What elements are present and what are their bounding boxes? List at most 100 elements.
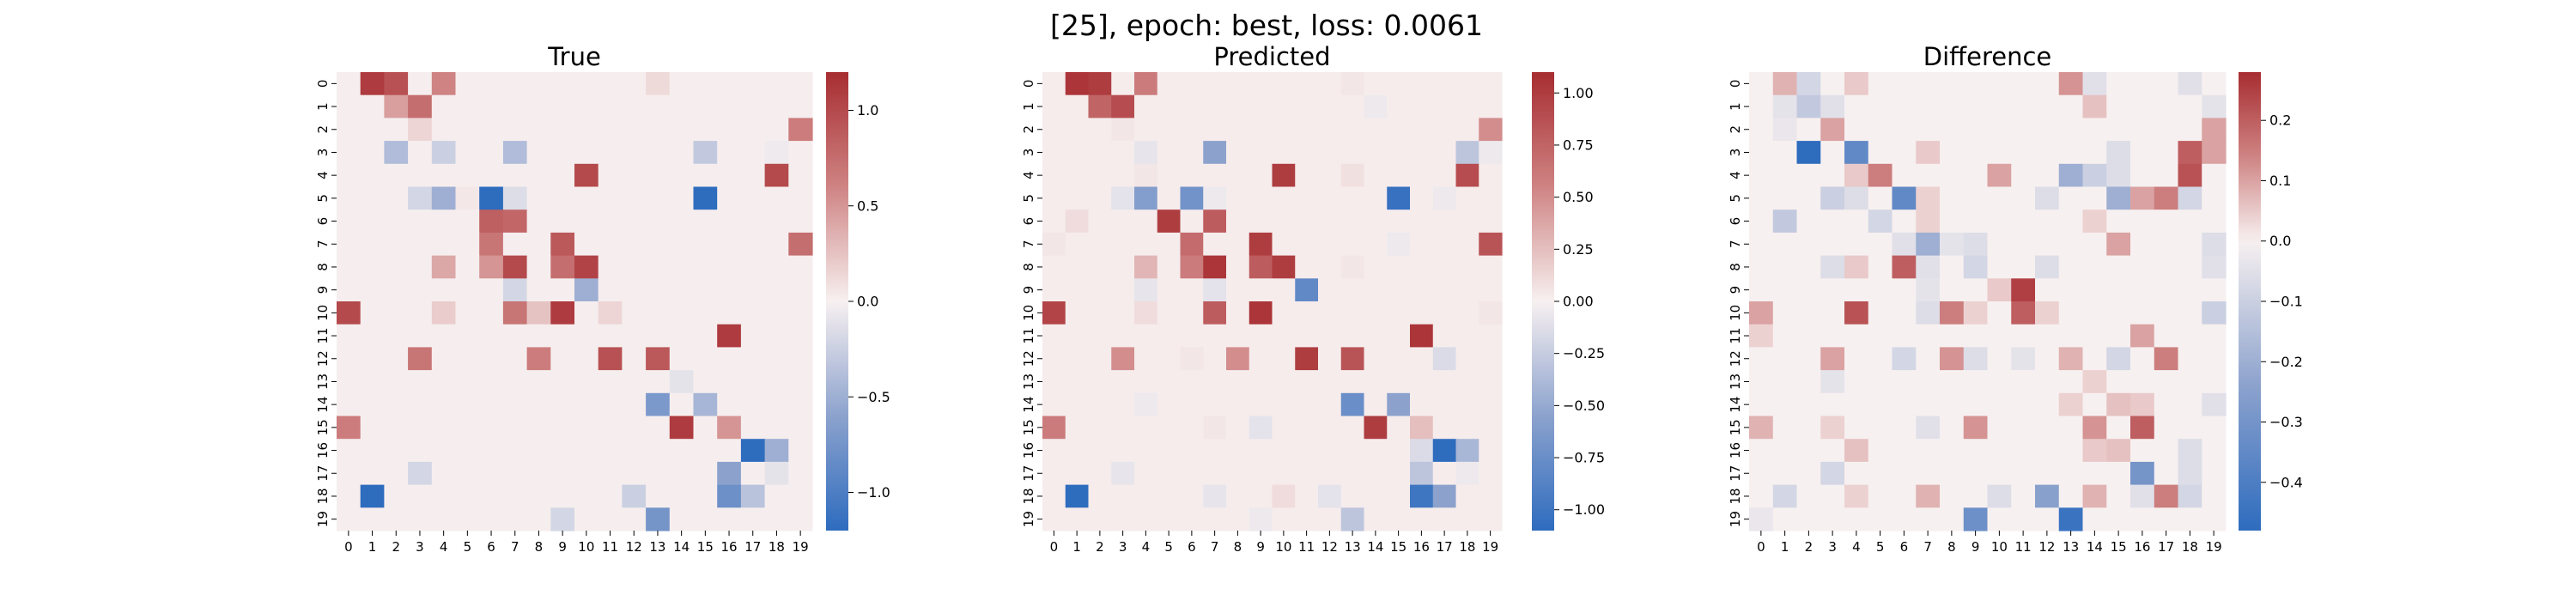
heatmap-cell — [408, 186, 433, 210]
heatmap-cell — [2202, 94, 2227, 118]
y-tick-label: 11 — [1728, 328, 1743, 344]
heatmap-cell — [669, 484, 695, 508]
heatmap-cell — [1157, 163, 1182, 188]
heatmap-cell — [646, 94, 671, 118]
heatmap-cell — [1387, 72, 1411, 96]
y-tick-label: 8 — [1728, 263, 1743, 271]
y-tick-label: 12 — [1728, 350, 1743, 367]
heatmap-cell — [1340, 118, 1365, 142]
heatmap-cell — [788, 72, 813, 96]
heatmap-cell — [1295, 301, 1319, 325]
heatmap-cell — [2082, 301, 2107, 325]
heatmap-cell — [1318, 370, 1342, 394]
heatmap-cell — [526, 141, 551, 165]
heatmap-cell — [1455, 484, 1479, 508]
heatmap-cell — [788, 507, 813, 531]
heatmap-cell — [479, 163, 504, 188]
heatmap-cell — [1134, 301, 1158, 325]
heatmap-cell — [1796, 255, 1821, 279]
heatmap-cell — [693, 347, 718, 371]
x-tick-label: 12 — [1321, 539, 1338, 555]
heatmap-cell — [360, 439, 385, 463]
heatmap-cell — [2106, 186, 2131, 210]
heatmap-cell — [1749, 301, 1774, 325]
heatmap-cell — [1042, 118, 1066, 142]
heatmap-cell — [337, 484, 361, 508]
y-tick-label: 0 — [1021, 80, 1036, 88]
heatmap-cell — [1042, 347, 1066, 371]
y-tick-label: 10 — [315, 305, 331, 321]
heatmap-cell — [360, 141, 385, 165]
heatmap-cell — [526, 392, 551, 417]
heatmap-cell — [1916, 416, 1941, 440]
heatmap-cell — [2035, 301, 2060, 325]
heatmap-cell — [646, 278, 671, 302]
heatmap-cell — [2058, 255, 2084, 279]
heatmap-cell — [1772, 255, 1798, 279]
heatmap-cell — [1134, 484, 1158, 508]
heatmap-cell — [502, 370, 528, 394]
heatmap-cell — [1916, 209, 1941, 234]
heatmap-cell — [1410, 301, 1434, 325]
heatmap-cell — [1203, 94, 1227, 118]
heatmap-cell — [1987, 278, 2012, 302]
heatmap-cell — [693, 232, 718, 257]
heatmap-cell — [1295, 439, 1319, 463]
heatmap-cell — [622, 232, 647, 257]
x-tick-label: 4 — [440, 539, 448, 555]
heatmap-cell — [1318, 301, 1342, 325]
heatmap-cell — [337, 141, 361, 165]
heatmap-cell — [740, 141, 766, 165]
heatmap-cell — [1088, 507, 1112, 531]
heatmap-cell — [502, 278, 528, 302]
heatmap-cell — [2178, 439, 2202, 463]
heatmap-cell — [2011, 163, 2036, 188]
heatmap-cell — [2106, 484, 2131, 508]
heatmap-cell — [2035, 232, 2060, 257]
heatmap-cell — [1042, 324, 1066, 348]
heatmap-cell — [1042, 278, 1066, 302]
heatmap-cell — [1180, 141, 1204, 165]
heatmap-cell — [1249, 278, 1273, 302]
heatmap-cell — [2058, 507, 2084, 531]
heatmap-cell — [1088, 94, 1112, 118]
heatmap-cell — [2130, 347, 2155, 371]
heatmap-cell — [764, 141, 789, 165]
heatmap-cell — [740, 324, 766, 348]
heatmap-cell — [717, 163, 742, 188]
heatmap-cell — [502, 507, 528, 531]
heatmap-cell — [479, 347, 504, 371]
heatmap-cell — [1272, 232, 1296, 257]
heatmap-cell — [598, 370, 623, 394]
y-tick-label: 9 — [1021, 286, 1036, 294]
heatmap-cell — [1340, 347, 1365, 371]
heatmap-cell — [717, 416, 742, 440]
heatmap-cell — [1340, 209, 1365, 234]
heatmap-cell — [2178, 507, 2202, 531]
heatmap-cell — [764, 370, 789, 394]
heatmap-cell — [1249, 255, 1273, 279]
colorbar-tick-label: 0.5 — [857, 197, 878, 214]
heatmap-cell — [693, 507, 718, 531]
heatmap-cell — [1042, 416, 1066, 440]
heatmap-cell — [598, 439, 623, 463]
heatmap-cell — [1844, 347, 1869, 371]
heatmap-cell — [1916, 163, 1941, 188]
heatmap-cell — [337, 278, 361, 302]
heatmap-cell — [479, 94, 504, 118]
heatmap-cell — [1772, 439, 1798, 463]
x-tick-label: 5 — [1164, 539, 1173, 555]
heatmap-cell — [1410, 94, 1434, 118]
heatmap-cell — [479, 72, 504, 96]
heatmap-cell — [1844, 72, 1869, 96]
heatmap-cell — [2035, 94, 2060, 118]
heatmap-cell — [1432, 324, 1457, 348]
heatmap-cells — [337, 72, 813, 531]
heatmap-cell — [1088, 141, 1112, 165]
heatmap-cell — [1892, 163, 1917, 188]
heatmap-cell — [431, 484, 457, 508]
heatmap-cell — [2058, 484, 2084, 508]
heatmap-cell — [1479, 301, 1503, 325]
heatmap-cell — [1940, 186, 1965, 210]
